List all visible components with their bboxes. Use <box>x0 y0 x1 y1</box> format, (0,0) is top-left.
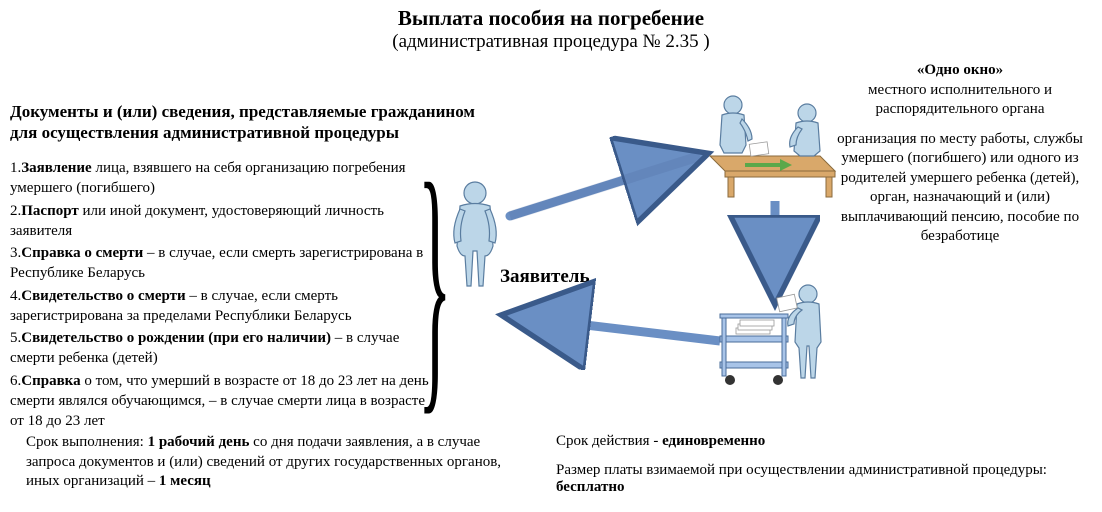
page-subtitle: (административная процедура № 2.35 ) <box>0 31 1102 53</box>
list-item: 2.Паспорт или иной документ, удостоверяю… <box>10 201 430 242</box>
delivery-scene-icon <box>720 285 821 385</box>
page-title: Выплата пособия на погребение <box>0 6 1102 31</box>
footer-deadline: Срок выполнения: 1 рабочий день со дня п… <box>26 433 506 492</box>
documents-heading-line1: Документы и (или) сведения, представляем… <box>10 102 475 121</box>
arrow-cart-to-applicant <box>510 316 720 341</box>
one-window-block: «Одно окно» местного исполнительного и р… <box>830 61 1090 247</box>
list-item: 4.Свидетельство о смерти – в случае, есл… <box>10 286 430 327</box>
desk-scene-icon <box>710 96 835 197</box>
list-item: 1.Заявление лица, взявшего на себя орган… <box>10 158 430 199</box>
one-window-sub: местного исполнительного и распорядитель… <box>830 81 1090 120</box>
applicant-label: Заявитель <box>500 266 590 288</box>
documents-heading: Документы и (или) сведения, представляем… <box>10 101 540 144</box>
footer-validity: Срок действия - единовременно <box>556 433 765 450</box>
documents-heading-line2: для осуществления административной проце… <box>10 123 399 142</box>
list-item: 3.Справка о смерти – в случае, если смер… <box>10 243 430 284</box>
one-window-heading: «Одно окно» <box>830 61 1090 81</box>
curly-brace-icon: } <box>418 156 452 408</box>
applicant-icon <box>454 182 496 286</box>
arrow-applicant-to-desk <box>510 156 700 216</box>
list-item: 5.Свидетельство о рождении (при его нали… <box>10 328 430 369</box>
one-window-body: организация по месту работы, службы умер… <box>830 130 1090 247</box>
documents-list: 1.Заявление лица, взявшего на себя орган… <box>10 158 430 433</box>
footer-fee: Размер платы взимаемой при осуществлении… <box>556 462 1102 496</box>
green-arrow-icon <box>745 159 792 171</box>
list-item: 6.Справка о том, что умерший в возрасте … <box>10 371 430 432</box>
